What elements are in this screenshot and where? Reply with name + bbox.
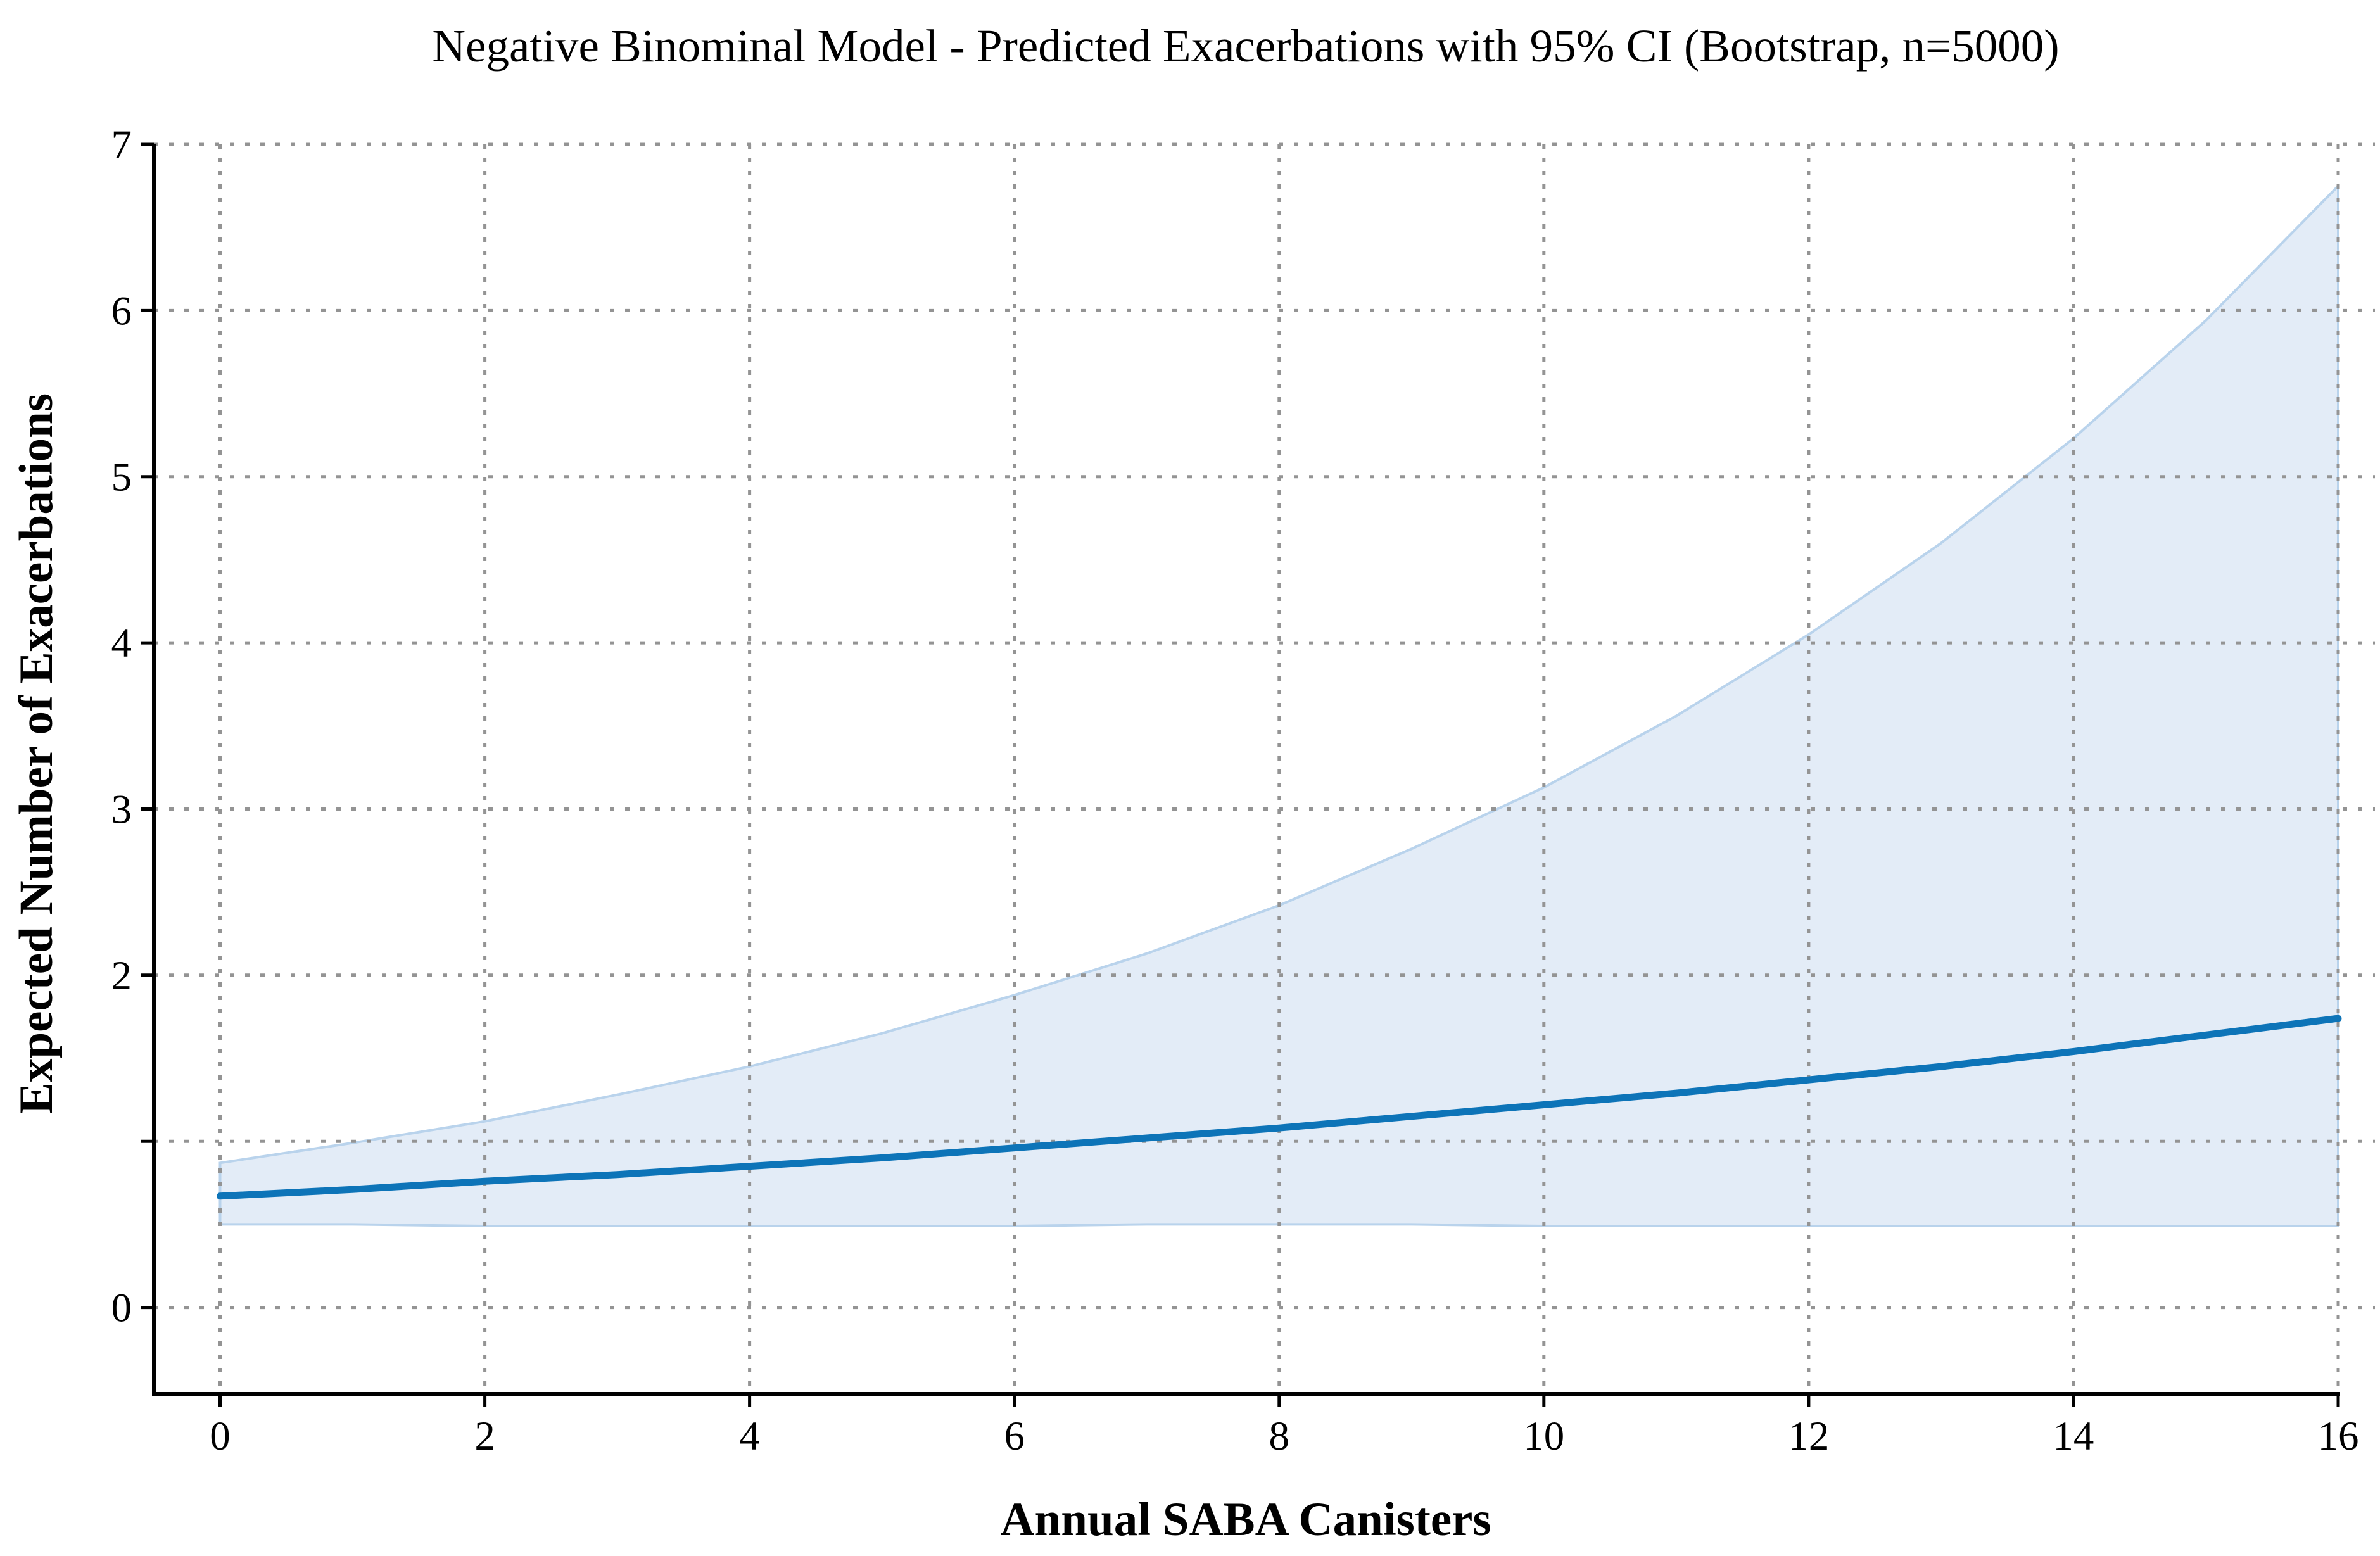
x-tick-label: 14 <box>2053 1414 2094 1459</box>
x-tick-label: 10 <box>1523 1414 1564 1459</box>
series-layer <box>217 1015 2342 1200</box>
x-tick-label: 6 <box>1004 1414 1025 1459</box>
x-tick-label: 16 <box>2318 1414 2359 1459</box>
y-tick-label: 2 <box>111 953 132 999</box>
x-tick-label: 12 <box>1788 1414 1829 1459</box>
y-axis-label: Expected Number of Exacerbations <box>10 393 63 1114</box>
x-tick-label: 4 <box>739 1414 760 1459</box>
y-tick-label: 5 <box>111 455 132 500</box>
y-tick-label: 4 <box>111 621 132 666</box>
x-tick-label: 2 <box>474 1414 495 1459</box>
mean-line <box>217 1015 2342 1200</box>
y-tick-label: 7 <box>111 122 132 168</box>
gridline-layer <box>154 142 2375 1394</box>
y-tick-label: 3 <box>111 787 132 833</box>
x-tick-label: 0 <box>210 1414 231 1459</box>
y-tick-label: 0 <box>111 1286 132 1331</box>
x-axis-label: Annual SABA Canisters <box>1000 1493 1491 1546</box>
y-tick-label: 6 <box>111 288 132 334</box>
tick-label-layer: 0 2 4 6 8 10 12 14 16 0 2 3 4 5 6 7 <box>111 122 2359 1459</box>
x-tick-label: 8 <box>1269 1414 1290 1459</box>
axes-layer <box>141 142 2340 1407</box>
chart-title: Negative Binominal Model - Predicted Exa… <box>432 20 2059 72</box>
